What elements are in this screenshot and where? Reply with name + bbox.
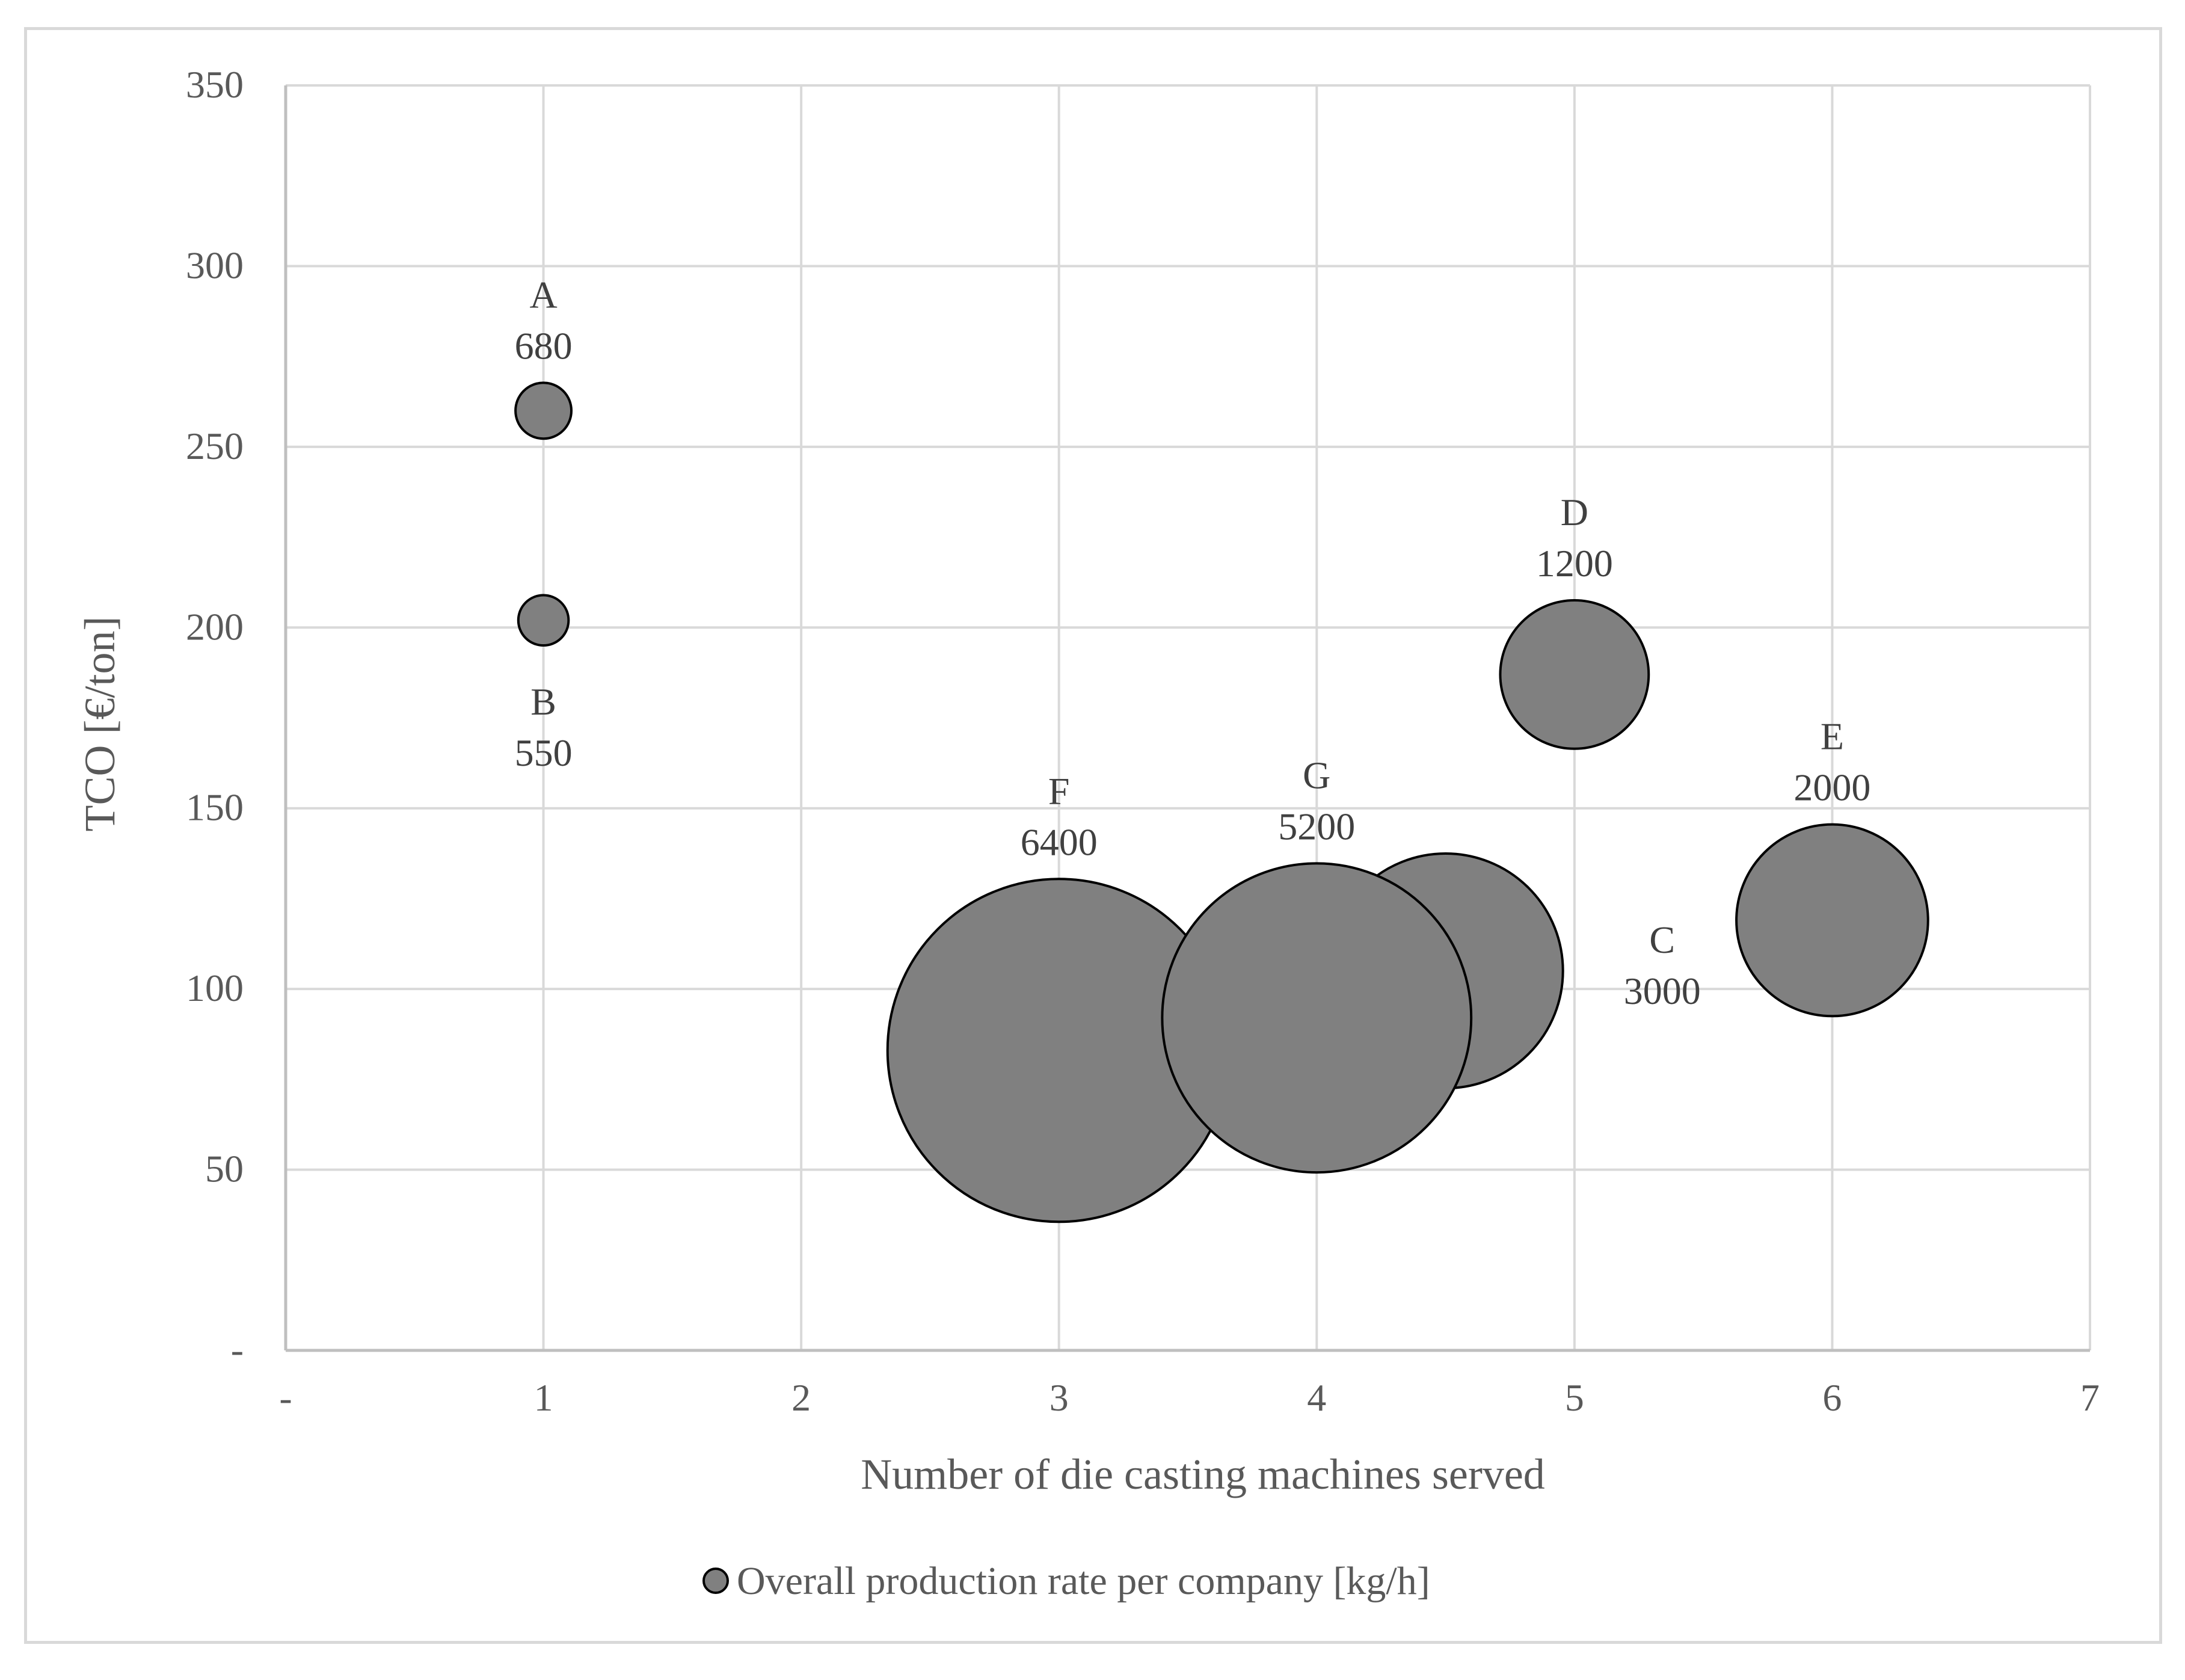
y-tick-label: 100 (186, 967, 244, 1009)
x-tick-label: 2 (791, 1376, 811, 1419)
bubble-label-id: F (1048, 769, 1070, 812)
bubble-label-id: D (1561, 491, 1588, 534)
bubble-label-id: E (1821, 715, 1844, 758)
legend-marker (702, 1568, 729, 1594)
bubble-a (514, 381, 573, 440)
legend: Overall production rate per company [kg/… (702, 1559, 1430, 1603)
x-tick-label: 5 (1565, 1376, 1584, 1419)
axes: - 1 2 3 4 5 6 7 - 50 100 150 200 250 300 350 (186, 63, 2100, 1419)
x-tick-label: 7 (2080, 1376, 2100, 1419)
y-tick-label: 350 (186, 63, 244, 106)
bubble-label-value: 680 (515, 324, 573, 367)
x-tick-label: 6 (1822, 1376, 1842, 1419)
y-axis-title: TCO [€/ton] (76, 617, 124, 832)
y-tick-label: 250 (186, 425, 244, 467)
data-labels: A 680 B 550 C 3000 D 1200 E 2000 F 6400 G 5200 (515, 273, 1871, 1012)
x-tick-label: 3 (1049, 1376, 1069, 1419)
x-tick-label: - (279, 1376, 292, 1419)
y-tick-label: - (231, 1328, 244, 1371)
y-tick-label: 150 (186, 786, 244, 829)
bubble-label-value: 5200 (1278, 805, 1355, 848)
y-tick-label: 200 (186, 605, 244, 648)
x-tick-label: 1 (534, 1376, 553, 1419)
bubble-g (1161, 862, 1473, 1174)
y-tick-label: 300 (186, 244, 244, 286)
bubble-label-value: 6400 (1021, 820, 1098, 863)
bubble-e (1735, 823, 1929, 1018)
legend-label: Overall production rate per company [kg/… (737, 1559, 1430, 1603)
bubble-d (1499, 598, 1650, 750)
bubble-label-id: G (1303, 754, 1330, 796)
bubble-b (517, 594, 570, 647)
bubble-label-id: C (1649, 918, 1675, 961)
bubble-label-value: 550 (515, 731, 573, 774)
bubble-label-id: A (529, 273, 557, 316)
bubble-label-value: 1200 (1536, 542, 1613, 585)
bubbles (514, 381, 1929, 1223)
y-tick-label: 50 (205, 1148, 244, 1190)
x-axis-title: Number of die casting machines served (861, 1450, 1545, 1498)
bubble-chart: - 1 2 3 4 5 6 7 - 50 100 150 200 250 300 350 A 680 B 550 C 3… (76, 63, 2100, 1603)
x-tick-label: 4 (1307, 1376, 1326, 1419)
chart-frame: - 1 2 3 4 5 6 7 - 50 100 150 200 250 300 350 A 680 B 550 C 3… (24, 27, 2162, 1644)
bubble-label-value: 2000 (1793, 766, 1870, 809)
bubble-label-value: 3000 (1624, 970, 1701, 1012)
bubble-label-id: B (530, 680, 556, 723)
